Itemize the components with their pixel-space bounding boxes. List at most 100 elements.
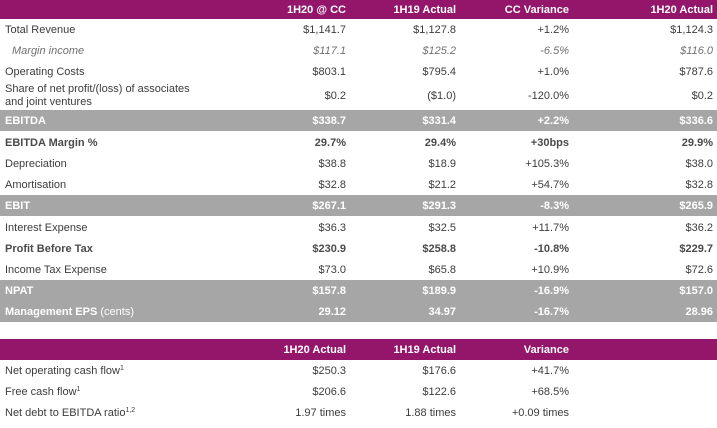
cell-value: +1.2% [537,23,570,36]
table-row: EBITDA Margin % 29.7% 29.4% +30bps 29.9% [0,132,717,154]
row-label: Margin income [12,44,85,57]
cell-value: $32.5 [428,221,456,234]
table-row: Share of net profit/(loss) of associates… [0,82,717,110]
row-label-line: Share of net profit/(loss) of associates [5,83,190,95]
cell-value: +41.7% [531,364,569,377]
cell-value: -16.9% [461,280,573,301]
cash-flow-table: 1H20 Actual 1H19 Actual Variance Net ope… [0,339,717,423]
cell-value: $18.9 [428,157,456,170]
row-label-text: Free cash flow [5,385,77,398]
table-row: Net operating cash flow1 $250.3 $176.6 +… [0,360,717,381]
header-cell: Variance [461,339,573,360]
cell-value: $32.8 [318,178,346,191]
header-cell [0,339,233,360]
row-label: Net debt to EBITDA ratio1,2 [0,402,233,423]
cell-value: +105.3% [525,157,569,170]
cell-value: $122.6 [422,385,456,398]
row-label: Profit Before Tax [5,242,93,255]
cell-value: $176.6 [422,364,456,377]
header-cell: 1H19 Actual [350,0,461,19]
cell-value: -16.7% [461,301,573,322]
header-cell: CC Variance [461,0,573,19]
table-row: Net debt to EBITDA ratio1,2 1.97 times 1… [0,402,717,423]
table-row-highlight: NPAT $157.8 $189.9 -16.9% $157.0 [0,280,717,301]
cell-value: $331.4 [350,110,461,132]
cell-value: 1.88 times [405,406,456,419]
cell-value: 28.96 [573,301,717,322]
cell-value: +11.7% [532,221,569,234]
cell-value: $157.0 [573,280,717,301]
cell-value: $0.2 [324,89,346,102]
cell-value: $230.9 [312,242,346,255]
cell-value: -6.5% [540,44,569,57]
footnote-marker: 1,2 [125,406,136,414]
header-cell [0,0,233,19]
cell-value: $32.8 [685,178,713,191]
footnote-marker: 1 [76,385,81,393]
table-row: Income Tax Expense $73.0 $65.8 +10.9% $7… [0,259,717,280]
cell-value: $803.1 [312,65,346,78]
table-row: Interest Expense $36.3 $32.5 +11.7% $36.… [0,217,717,239]
cell-value: $125.2 [422,44,456,57]
row-label: Amortisation [5,178,67,191]
cell-value: $336.6 [573,110,717,132]
cell-value: $1,127.8 [413,23,456,36]
cell-value: $229.7 [679,242,713,255]
cell-value: 29.9% [681,136,713,149]
financial-summary-table: 1H20 @ CC 1H19 Actual CC Variance 1H20 A… [0,0,717,322]
row-label: EBIT [0,195,233,217]
cell-value: $157.8 [233,280,350,301]
row-label-text: Net operating cash flow [5,364,120,377]
row-label: NPAT [0,280,233,301]
row-label-text: Management EPS [5,305,98,318]
cell-value: $265.9 [573,195,717,217]
cell-value: $1,124.3 [670,23,713,36]
row-label-text: Net debt to EBITDA ratio [5,406,126,419]
table-row: Depreciation $38.8 $18.9 +105.3% $38.0 [0,153,717,174]
cell-value: $21.2 [428,178,456,191]
table-gap [0,322,717,339]
cell-value: +10.9% [531,263,569,276]
table-row-highlight: Management EPS (cents) 29.12 34.97 -16.7… [0,301,717,322]
table-row: Margin income $117.1 $125.2 -6.5% $116.0 [0,40,717,61]
table-row: Free cash flow1 $206.6 $122.6 +68.5% [0,381,717,402]
table-row: Amortisation $32.8 $21.2 +54.7% $32.8 [0,174,717,195]
header-cell: 1H19 Actual [350,339,461,360]
table-header-row: 1H20 @ CC 1H19 Actual CC Variance 1H20 A… [0,0,717,19]
cell-value: +1.0% [537,65,570,78]
table-header-row: 1H20 Actual 1H19 Actual Variance [0,339,717,360]
cell-value: 29.4% [424,136,456,149]
cell-value: $38.8 [318,157,346,170]
row-label-line: and joint ventures [5,96,92,108]
cell-value: $291.3 [350,195,461,217]
cell-value: $36.2 [685,221,713,234]
cell-value: ($1.0) [427,89,456,102]
row-label: EBITDA [0,110,233,132]
row-label: Income Tax Expense [5,263,107,276]
header-cell [573,339,717,360]
cell-value: $250.3 [312,364,346,377]
cell-value: $338.7 [233,110,350,132]
header-cell: 1H20 Actual [573,0,717,19]
row-label: Interest Expense [5,221,88,234]
row-label: Depreciation [5,157,67,170]
table-row-highlight: EBITDA $338.7 $331.4 +2.2% $336.6 [0,110,717,132]
cell-value: 34.97 [350,301,461,322]
row-label-suffix: (cents) [100,305,134,318]
header-cell: 1H20 @ CC [233,0,350,19]
cell-value: +0.09 times [511,406,569,419]
table-row: Total Revenue $1,141.7 $1,127.8 +1.2% $1… [0,19,717,40]
cell-value: $65.8 [428,263,456,276]
cell-value: $72.6 [685,263,713,276]
cell-empty [573,360,717,381]
row-label: Free cash flow1 [0,381,233,402]
cell-value: $116.0 [680,44,713,57]
cell-value: 1.97 times [295,406,346,419]
header-cell: 1H20 Actual [233,339,350,360]
cell-value: $36.3 [318,221,346,234]
cell-value: 29.7% [314,136,346,149]
cell-value: $267.1 [233,195,350,217]
cell-value: $1,141.7 [303,23,346,36]
cell-value: -10.8% [534,242,569,255]
row-label: Share of net profit/(loss) of associates… [0,82,233,110]
